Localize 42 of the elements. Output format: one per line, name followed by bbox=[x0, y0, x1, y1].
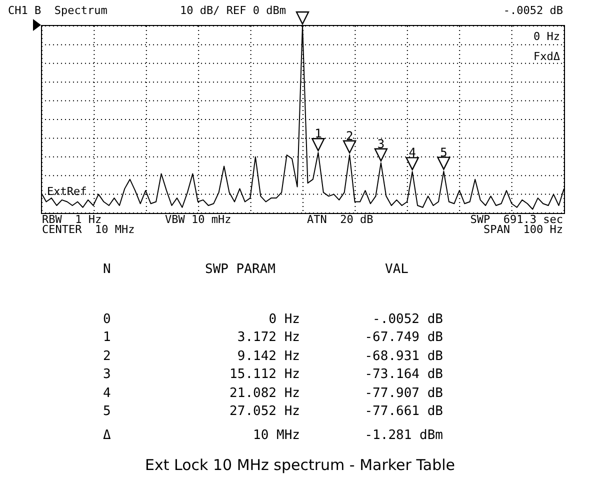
text: Δ bbox=[103, 428, 111, 443]
text: -77.661 dB bbox=[364, 404, 443, 419]
text: VAL bbox=[385, 262, 408, 277]
text: RBW 1 Hz bbox=[42, 213, 102, 226]
text: 1 bbox=[103, 330, 111, 346]
text: Ext Lock 10 MHz spectrum - Marker Table bbox=[144, 456, 456, 474]
text: VBW 10 mHz bbox=[165, 213, 232, 226]
text: SWP PARAM bbox=[205, 262, 276, 277]
text: CH1 B Spectrum bbox=[8, 4, 108, 17]
text: 5 bbox=[103, 404, 111, 419]
text: CENTER 10 MHz bbox=[42, 223, 135, 236]
annotation: 4 bbox=[408, 146, 416, 160]
text: 4 bbox=[103, 386, 111, 401]
annotation: ExtRef bbox=[47, 185, 87, 198]
text: 10 MHz bbox=[252, 428, 300, 443]
text: SPAN 100 Hz bbox=[484, 223, 563, 236]
text: SWP 691.3 sec bbox=[470, 213, 563, 226]
annotation: 1 bbox=[314, 126, 322, 141]
text: 21.082 Hz bbox=[228, 386, 300, 401]
text: 9.142 Hz bbox=[236, 348, 300, 364]
text: -67.749 dB bbox=[364, 330, 443, 346]
text: -68.931 dB bbox=[364, 348, 443, 364]
text: -.0052 dB bbox=[503, 4, 563, 17]
text: 27.052 Hz bbox=[228, 404, 300, 419]
text: 15.112 Hz bbox=[228, 367, 300, 382]
text: 0 Hz bbox=[268, 312, 300, 327]
text: 3 bbox=[103, 367, 111, 382]
text: 3.172 Hz bbox=[236, 330, 300, 346]
text: N bbox=[103, 262, 111, 277]
text: -.0052 dB bbox=[372, 312, 443, 327]
text: 10 dB/ REF 0 dBm bbox=[180, 4, 286, 17]
text: -1.281 dBm bbox=[364, 428, 443, 443]
text: -73.164 dB bbox=[364, 367, 443, 382]
annotation: 2 bbox=[346, 128, 354, 143]
text: 0 bbox=[103, 312, 111, 327]
text: -77.907 dB bbox=[364, 386, 443, 401]
annotation: 0 Hz bbox=[534, 30, 560, 43]
annotation: 3 bbox=[377, 136, 385, 151]
annotation: 5 bbox=[440, 145, 448, 160]
text: 2 bbox=[103, 348, 111, 364]
text: ATN 20 dB bbox=[307, 213, 374, 226]
annotation: FxdΔ bbox=[534, 50, 560, 63]
